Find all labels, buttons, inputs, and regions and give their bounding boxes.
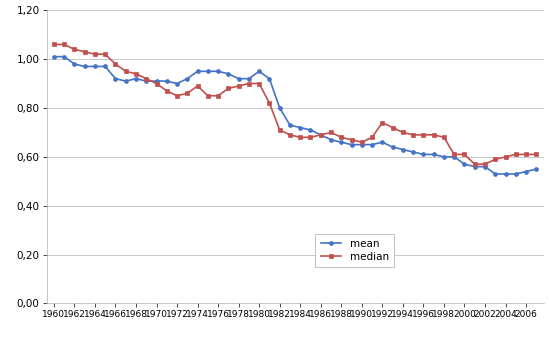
- median: [379, 121, 385, 125]
- mean: [389, 145, 396, 149]
- median: [164, 89, 170, 93]
- median: [461, 152, 468, 157]
- mean: [102, 64, 109, 69]
- mean: [492, 172, 498, 176]
- mean: [307, 128, 314, 132]
- median: [266, 101, 273, 105]
- median: [533, 152, 540, 157]
- median: [184, 91, 191, 95]
- median: [287, 133, 293, 137]
- mean: [205, 69, 211, 73]
- median: [122, 69, 129, 73]
- median: [307, 135, 314, 139]
- mean: [225, 72, 232, 76]
- median: [205, 94, 211, 98]
- mean: [215, 69, 221, 73]
- median: [420, 133, 427, 137]
- mean: [276, 106, 283, 110]
- median: [71, 47, 77, 51]
- median: [317, 133, 324, 137]
- median: [51, 42, 57, 46]
- median: [410, 133, 417, 137]
- median: [338, 135, 345, 139]
- mean: [184, 77, 191, 81]
- median: [276, 128, 283, 132]
- mean: [348, 143, 355, 147]
- mean: [430, 152, 437, 157]
- median: [81, 50, 88, 54]
- median: [348, 138, 355, 142]
- mean: [297, 125, 304, 130]
- median: [502, 155, 509, 159]
- mean: [112, 77, 119, 81]
- mean: [410, 150, 417, 154]
- mean: [61, 55, 68, 59]
- mean: [51, 55, 57, 59]
- median: [256, 81, 262, 86]
- mean: [236, 77, 242, 81]
- mean: [256, 69, 262, 73]
- mean: [472, 165, 478, 169]
- mean: [533, 167, 540, 171]
- mean: [194, 69, 201, 73]
- median: [472, 162, 478, 166]
- median: [481, 162, 488, 166]
- median: [236, 84, 242, 88]
- median: [451, 152, 457, 157]
- mean: [420, 152, 427, 157]
- median: [173, 94, 180, 98]
- median: [523, 152, 529, 157]
- Line: mean: mean: [52, 55, 538, 176]
- median: [389, 125, 396, 130]
- mean: [245, 77, 252, 81]
- median: [194, 84, 201, 88]
- Line: median: median: [52, 43, 538, 166]
- median: [153, 81, 160, 86]
- mean: [122, 79, 129, 83]
- median: [492, 157, 498, 161]
- mean: [287, 123, 293, 127]
- mean: [173, 81, 180, 86]
- mean: [81, 64, 88, 69]
- mean: [164, 79, 170, 83]
- median: [61, 42, 68, 46]
- median: [328, 130, 334, 134]
- median: [430, 133, 437, 137]
- mean: [143, 79, 149, 83]
- mean: [317, 133, 324, 137]
- median: [215, 94, 221, 98]
- mean: [71, 62, 77, 66]
- Legend: mean, median: mean, median: [315, 234, 394, 267]
- median: [358, 140, 365, 144]
- mean: [379, 140, 385, 144]
- mean: [369, 143, 376, 147]
- mean: [400, 147, 406, 151]
- mean: [481, 165, 488, 169]
- mean: [451, 155, 457, 159]
- median: [143, 77, 149, 81]
- mean: [461, 162, 468, 166]
- median: [441, 135, 447, 139]
- mean: [338, 140, 345, 144]
- median: [133, 72, 139, 76]
- mean: [523, 169, 529, 174]
- mean: [358, 143, 365, 147]
- median: [400, 130, 406, 134]
- median: [513, 152, 519, 157]
- mean: [266, 77, 273, 81]
- median: [245, 81, 252, 86]
- median: [92, 52, 98, 56]
- median: [297, 135, 304, 139]
- mean: [328, 138, 334, 142]
- median: [225, 86, 232, 90]
- mean: [502, 172, 509, 176]
- median: [112, 62, 119, 66]
- mean: [92, 64, 98, 69]
- mean: [513, 172, 519, 176]
- mean: [153, 79, 160, 83]
- mean: [441, 155, 447, 159]
- mean: [133, 77, 139, 81]
- median: [369, 135, 376, 139]
- median: [102, 52, 109, 56]
